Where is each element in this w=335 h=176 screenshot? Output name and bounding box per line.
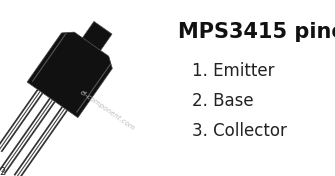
Text: 2. Base: 2. Base bbox=[192, 92, 254, 110]
Text: 1. Emitter: 1. Emitter bbox=[192, 62, 274, 80]
Text: 3: 3 bbox=[11, 175, 17, 176]
Polygon shape bbox=[27, 32, 112, 118]
Text: el-component.com: el-component.com bbox=[78, 89, 136, 131]
Polygon shape bbox=[82, 21, 112, 51]
Text: 3. Collector: 3. Collector bbox=[192, 122, 287, 140]
Text: MPS3415 pinout: MPS3415 pinout bbox=[178, 22, 335, 42]
Text: 2: 2 bbox=[0, 167, 5, 176]
